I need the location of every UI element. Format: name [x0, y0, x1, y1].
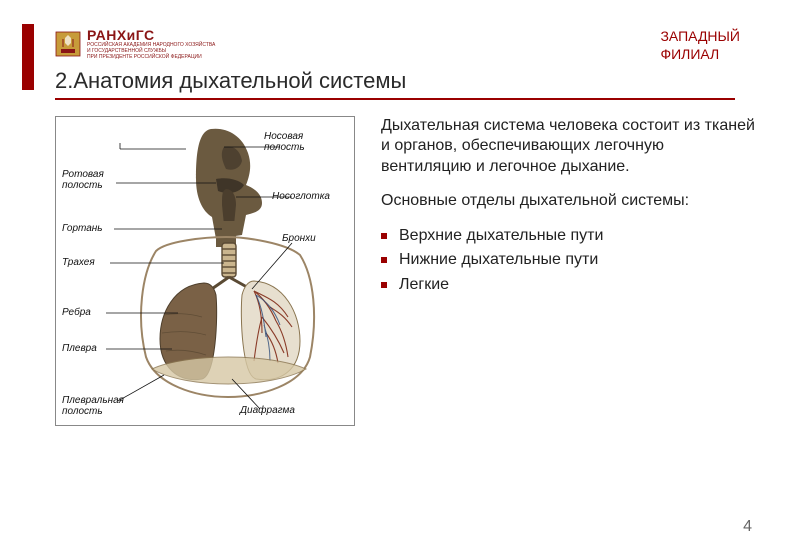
anatomy-diagram: Носоваяполость Ротоваяполость Носоглотка… — [55, 116, 355, 426]
label-diaphragm: Диафрагма — [240, 405, 295, 416]
label-trachea: Трахея — [62, 257, 95, 268]
logo: РАНХиГС РОССИЙСКАЯ АКАДЕМИЯ НАРОДНОГО ХО… — [55, 28, 215, 60]
paragraph-2: Основные отделы дыхательной системы: — [381, 191, 755, 211]
list-item: Нижние дыхательные пути — [381, 250, 755, 270]
emblem-icon — [55, 31, 81, 57]
page-number: 4 — [743, 518, 752, 536]
body-list: Верхние дыхательные пути Нижние дыхатель… — [381, 226, 755, 295]
title-underline — [55, 98, 735, 100]
page-title: 2.Анатомия дыхательной системы — [55, 68, 735, 94]
header: РАНХиГС РОССИЙСКАЯ АКАДЕМИЯ НАРОДНОГО ХО… — [55, 28, 215, 60]
accent-bar — [22, 24, 34, 90]
branch-line1: ЗАПАДНЫЙ — [660, 28, 740, 46]
label-ribs: Ребра — [62, 307, 91, 318]
body-text: Дыхательная система человека состоит из … — [381, 116, 755, 426]
label-larynx: Гортань — [62, 223, 103, 234]
list-item: Легкие — [381, 275, 755, 295]
label-nasal-cavity: Носоваяполость — [264, 131, 305, 153]
logo-title: РАНХиГС — [87, 28, 215, 42]
branch-line2: ФИЛИАЛ — [660, 46, 740, 64]
label-oral-cavity: Ротоваяполость — [62, 169, 104, 191]
list-item: Верхние дыхательные пути — [381, 226, 755, 246]
label-nasopharynx: Носоглотка — [272, 191, 330, 202]
label-pleura: Плевра — [62, 343, 97, 354]
paragraph-1: Дыхательная система человека состоит из … — [381, 116, 755, 177]
branch-label: ЗАПАДНЫЙ ФИЛИАЛ — [660, 28, 740, 63]
label-bronchi: Бронхи — [282, 233, 316, 244]
title-block: 2.Анатомия дыхательной системы — [55, 68, 735, 100]
logo-sub3: ПРИ ПРЕЗИДЕНТЕ РОССИЙСКОЙ ФЕДЕРАЦИИ — [87, 55, 215, 60]
label-pleural-cavity: Плевральнаяполость — [62, 395, 124, 417]
content: Носоваяполость Ротоваяполость Носоглотка… — [55, 116, 755, 426]
